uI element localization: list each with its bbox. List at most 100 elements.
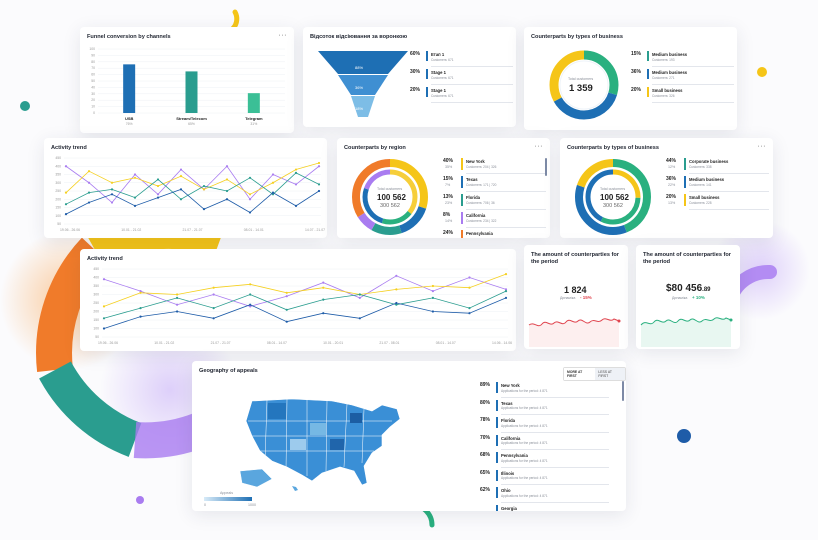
series-line[interactable]	[65, 172, 320, 205]
series-point[interactable]	[212, 307, 215, 310]
series-point[interactable]	[248, 198, 252, 201]
series-point[interactable]	[322, 312, 325, 315]
series-point[interactable]	[317, 183, 321, 186]
series-point[interactable]	[317, 189, 321, 193]
series-point[interactable]	[395, 288, 398, 291]
series-point[interactable]	[212, 293, 215, 296]
series-line[interactable]	[65, 162, 320, 195]
series-point[interactable]	[202, 188, 206, 191]
series-point[interactable]	[175, 296, 179, 299]
series-point[interactable]	[271, 173, 275, 176]
series-point[interactable]	[225, 189, 229, 193]
series-line[interactable]	[65, 165, 320, 204]
series-point[interactable]	[139, 290, 142, 293]
series-point[interactable]	[322, 281, 325, 284]
series-point[interactable]	[358, 296, 361, 299]
series-point[interactable]	[468, 312, 471, 315]
series-point[interactable]	[504, 273, 508, 276]
series-point[interactable]	[64, 213, 68, 216]
series-point[interactable]	[249, 283, 252, 286]
series-point[interactable]	[156, 184, 160, 188]
series-point[interactable]	[504, 296, 508, 299]
series-point[interactable]	[179, 168, 183, 171]
series-point[interactable]	[133, 204, 137, 207]
series-point[interactable]	[249, 305, 252, 308]
series-point[interactable]	[110, 193, 114, 196]
series-point[interactable]	[225, 165, 229, 168]
series-point[interactable]	[102, 278, 106, 281]
series-point[interactable]	[294, 168, 298, 171]
series-point[interactable]	[249, 293, 252, 296]
series-point[interactable]	[504, 288, 508, 291]
series-point[interactable]	[294, 204, 298, 207]
series-point[interactable]	[285, 295, 288, 298]
series-point[interactable]	[285, 308, 288, 311]
series-line[interactable]	[65, 188, 320, 215]
series-point[interactable]	[285, 320, 288, 323]
series-point[interactable]	[504, 290, 508, 293]
series-point[interactable]	[102, 317, 106, 320]
series-point[interactable]	[271, 181, 275, 184]
series-line[interactable]	[103, 297, 507, 329]
series-point[interactable]	[271, 191, 275, 194]
series-point[interactable]	[139, 307, 142, 310]
series-point[interactable]	[102, 305, 106, 308]
series-point[interactable]	[225, 198, 229, 201]
series-point[interactable]	[64, 191, 68, 194]
series-point[interactable]	[175, 310, 179, 313]
series-point[interactable]	[317, 161, 321, 165]
series-point[interactable]	[179, 175, 183, 178]
series-point[interactable]	[468, 276, 471, 279]
series-point[interactable]	[110, 201, 114, 204]
bar[interactable]	[247, 93, 260, 113]
series-line[interactable]	[103, 275, 507, 307]
sort-less-first-button[interactable]: LESS AT FIRST	[595, 368, 625, 380]
series-point[interactable]	[110, 188, 114, 191]
series-point[interactable]	[248, 211, 252, 214]
series-point[interactable]	[431, 284, 435, 288]
series-point[interactable]	[322, 298, 325, 301]
series-point[interactable]	[110, 181, 114, 184]
series-point[interactable]	[225, 178, 229, 181]
more-menu-icon[interactable]: ···	[534, 143, 543, 150]
series-point[interactable]	[202, 184, 206, 188]
series-point[interactable]	[133, 176, 137, 179]
series-point[interactable]	[395, 303, 398, 306]
series-point[interactable]	[431, 290, 435, 293]
series-point[interactable]	[64, 203, 68, 206]
series-point[interactable]	[322, 286, 325, 289]
series-point[interactable]	[395, 301, 398, 305]
series-point[interactable]	[358, 317, 361, 320]
series-point[interactable]	[175, 303, 179, 306]
series-point[interactable]	[431, 296, 435, 299]
series-point[interactable]	[285, 291, 288, 294]
series-point[interactable]	[179, 188, 183, 191]
series-point[interactable]	[133, 173, 137, 176]
series-point[interactable]	[317, 165, 321, 168]
series-point[interactable]	[212, 317, 215, 320]
series-point[interactable]	[248, 176, 252, 179]
series-point[interactable]	[133, 196, 137, 199]
series-point[interactable]	[395, 274, 398, 277]
series-point[interactable]	[64, 165, 68, 168]
series-point[interactable]	[271, 193, 275, 196]
series-point[interactable]	[202, 208, 206, 211]
bar[interactable]	[185, 71, 198, 113]
series-point[interactable]	[139, 315, 142, 318]
series-point[interactable]	[468, 307, 471, 310]
series-line[interactable]	[103, 273, 507, 307]
sort-more-first-button[interactable]: MORE AT FIRST	[564, 368, 596, 380]
series-point[interactable]	[294, 171, 298, 174]
series-point[interactable]	[87, 170, 91, 173]
scrollbar[interactable]	[622, 381, 624, 401]
series-point[interactable]	[87, 201, 91, 204]
series-point[interactable]	[156, 193, 160, 196]
series-point[interactable]	[431, 310, 435, 313]
series-point[interactable]	[87, 191, 91, 194]
series-point[interactable]	[294, 183, 298, 186]
more-menu-icon[interactable]: ···	[278, 32, 287, 39]
more-menu-icon[interactable]: ···	[757, 143, 766, 150]
series-point[interactable]	[358, 293, 361, 296]
series-point[interactable]	[156, 196, 160, 199]
series-point[interactable]	[156, 178, 160, 181]
